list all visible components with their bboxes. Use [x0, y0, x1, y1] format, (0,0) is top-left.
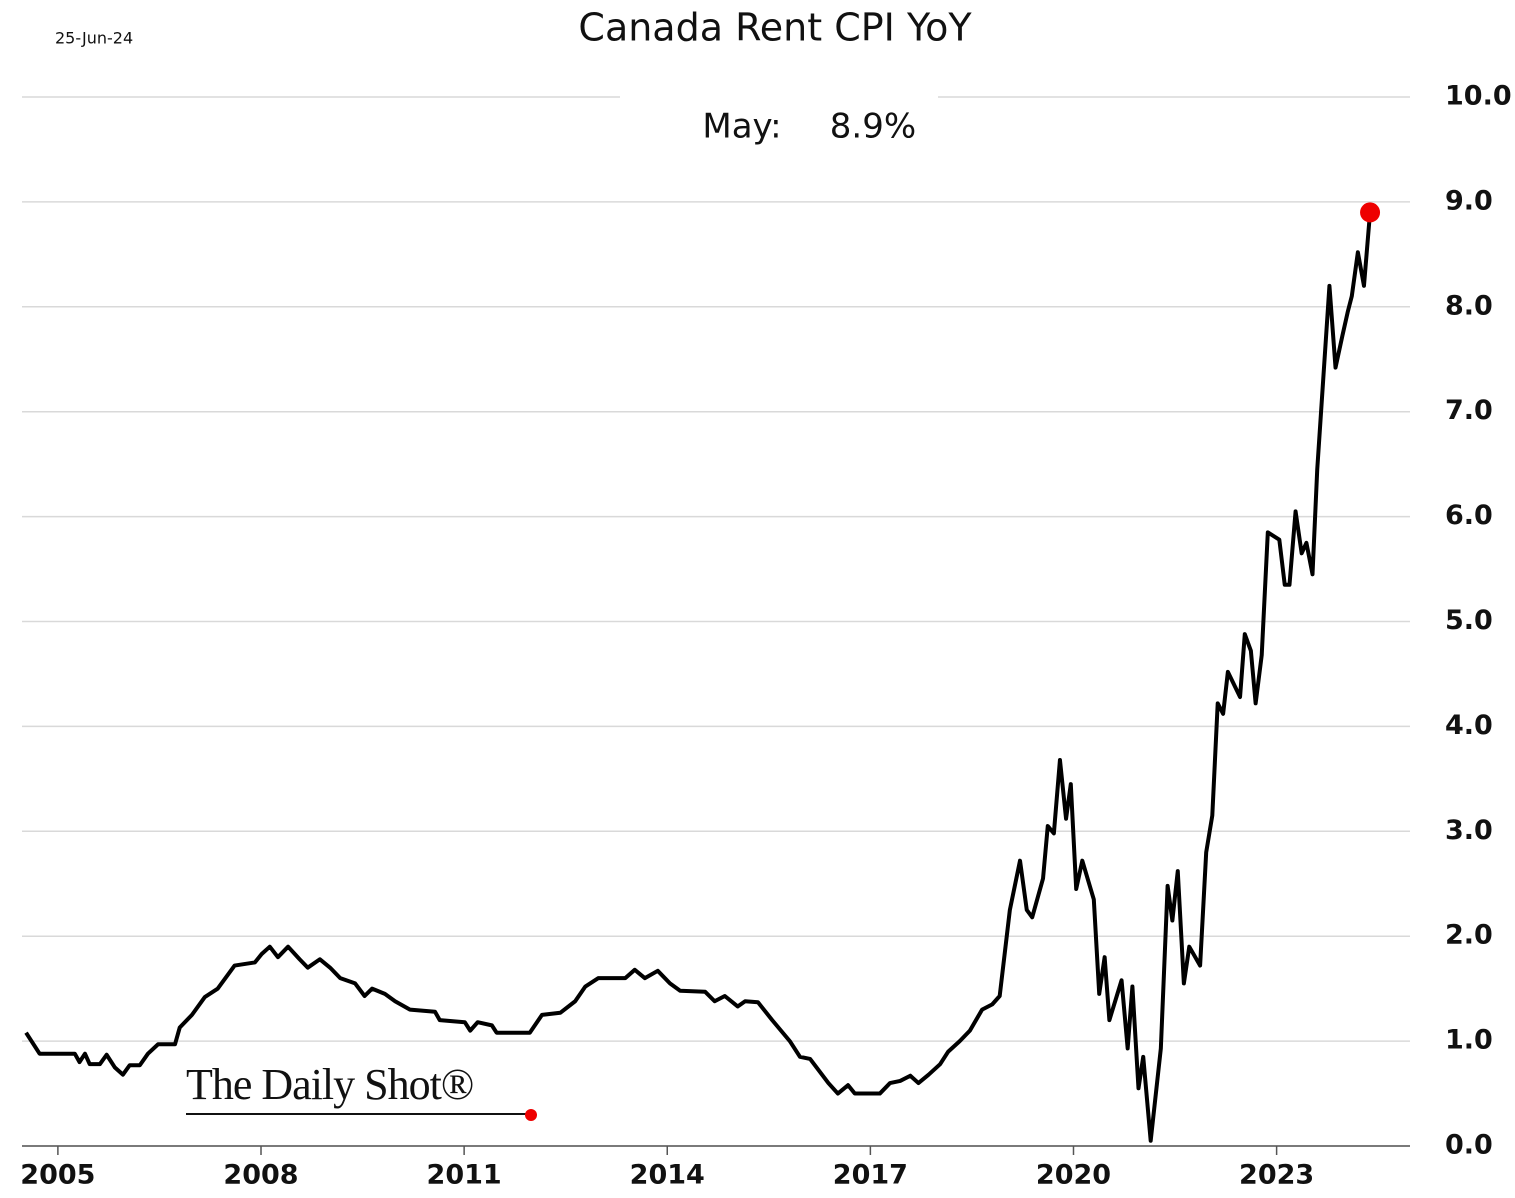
logo-dot [525, 1109, 537, 1121]
y-tick-label: 7.0 [1445, 395, 1493, 426]
y-tick-label: 0.0 [1445, 1130, 1493, 1161]
y-tick-label: 10.0 [1445, 81, 1512, 112]
last-point [1360, 202, 1381, 223]
x-tick-label: 2011 [427, 1160, 502, 1191]
annotation-backdrop [620, 80, 938, 170]
x-tick-label: 2017 [833, 1160, 908, 1191]
chart-title: Canada Rent CPI YoY [578, 6, 972, 50]
y-tick-label: 3.0 [1445, 815, 1493, 846]
y-tick-label: 1.0 [1445, 1025, 1493, 1056]
y-tick-label: 6.0 [1445, 500, 1493, 531]
y-tick-label: 8.0 [1445, 290, 1493, 321]
x-tick-label: 2008 [223, 1160, 298, 1191]
y-tick-label: 9.0 [1445, 185, 1493, 216]
x-tick-label: 2014 [630, 1160, 705, 1191]
annotation-value: 8.9% [830, 107, 916, 147]
source-logo: The Daily Shot® [186, 1060, 473, 1109]
y-tick-label: 4.0 [1445, 710, 1493, 741]
y-tick-label: 2.0 [1445, 920, 1493, 951]
x-tick-label: 2020 [1036, 1160, 1111, 1191]
grid-layer [22, 96, 1410, 1147]
date-stamp: 25-Jun-24 [55, 29, 133, 48]
line [24, 212, 1373, 1143]
x-tick-label: 2005 [20, 1160, 95, 1191]
y-tick-label: 5.0 [1445, 605, 1493, 636]
annotation-label: May: [702, 107, 781, 147]
x-tick-label: 2023 [1239, 1160, 1314, 1191]
